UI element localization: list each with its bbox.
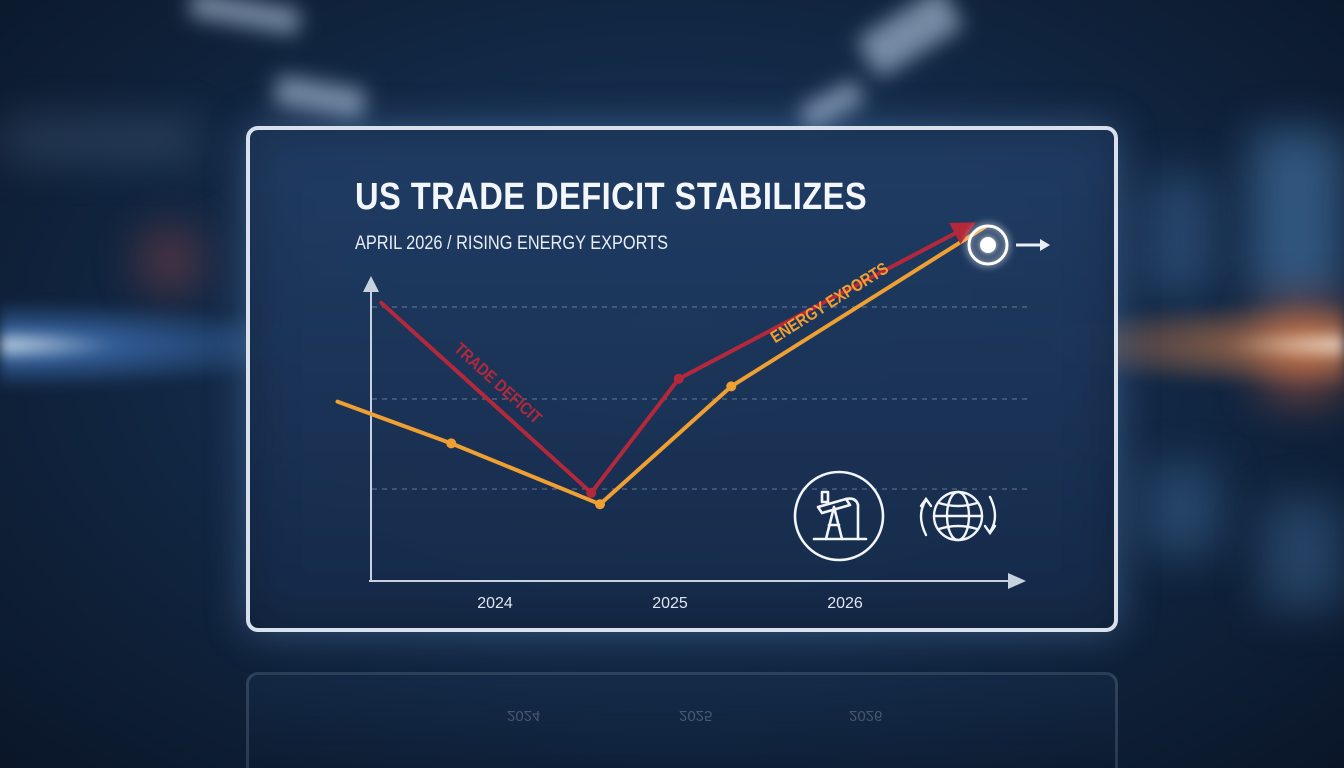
axes	[363, 276, 1026, 589]
series-label-trade-deficit: TRADE DEFICIT	[450, 340, 545, 428]
data-point-energy-exports	[446, 438, 457, 449]
x-axis-arrow-icon	[1008, 573, 1026, 589]
x-tick-label: 2025	[652, 595, 688, 612]
series-labels: ENERGY EXPORTS TRADE DEFICIT	[450, 260, 892, 429]
reflection-tick-label: 2026	[849, 707, 883, 724]
chart-title: US TRADE DEFICIT STABILIZES	[355, 176, 868, 218]
series-layer	[335, 222, 987, 510]
data-point-trade-deficit	[673, 373, 684, 384]
arrow-right-icon	[1016, 239, 1050, 251]
x-tick-label: 2026	[827, 595, 863, 612]
reflection-tick-label: 2025	[679, 707, 713, 724]
reflection-tick-label: 2024	[507, 707, 541, 724]
series-label-energy-exports: ENERGY EXPORTS	[768, 260, 892, 347]
globe-trade-cycle-icon	[919, 490, 997, 542]
panel-reflection: 2024 2025 2026	[246, 672, 1118, 768]
x-tick-labels: 2024 2025 2026	[477, 595, 863, 612]
gridlines	[372, 306, 1028, 490]
data-point-trade-deficit	[586, 487, 597, 498]
data-point-energy-exports	[595, 499, 605, 510]
target-circle-icon	[967, 224, 1009, 266]
chart-subtitle: APRIL 2026 / RISING ENERGY EXPORTS	[355, 233, 668, 254]
series-line-trade-deficit	[379, 222, 976, 495]
x-tick-label: 2024	[477, 595, 513, 612]
y-axis-arrow-icon	[363, 276, 379, 292]
oil-pumpjack-icon	[793, 470, 885, 562]
data-point-energy-exports	[726, 381, 737, 392]
